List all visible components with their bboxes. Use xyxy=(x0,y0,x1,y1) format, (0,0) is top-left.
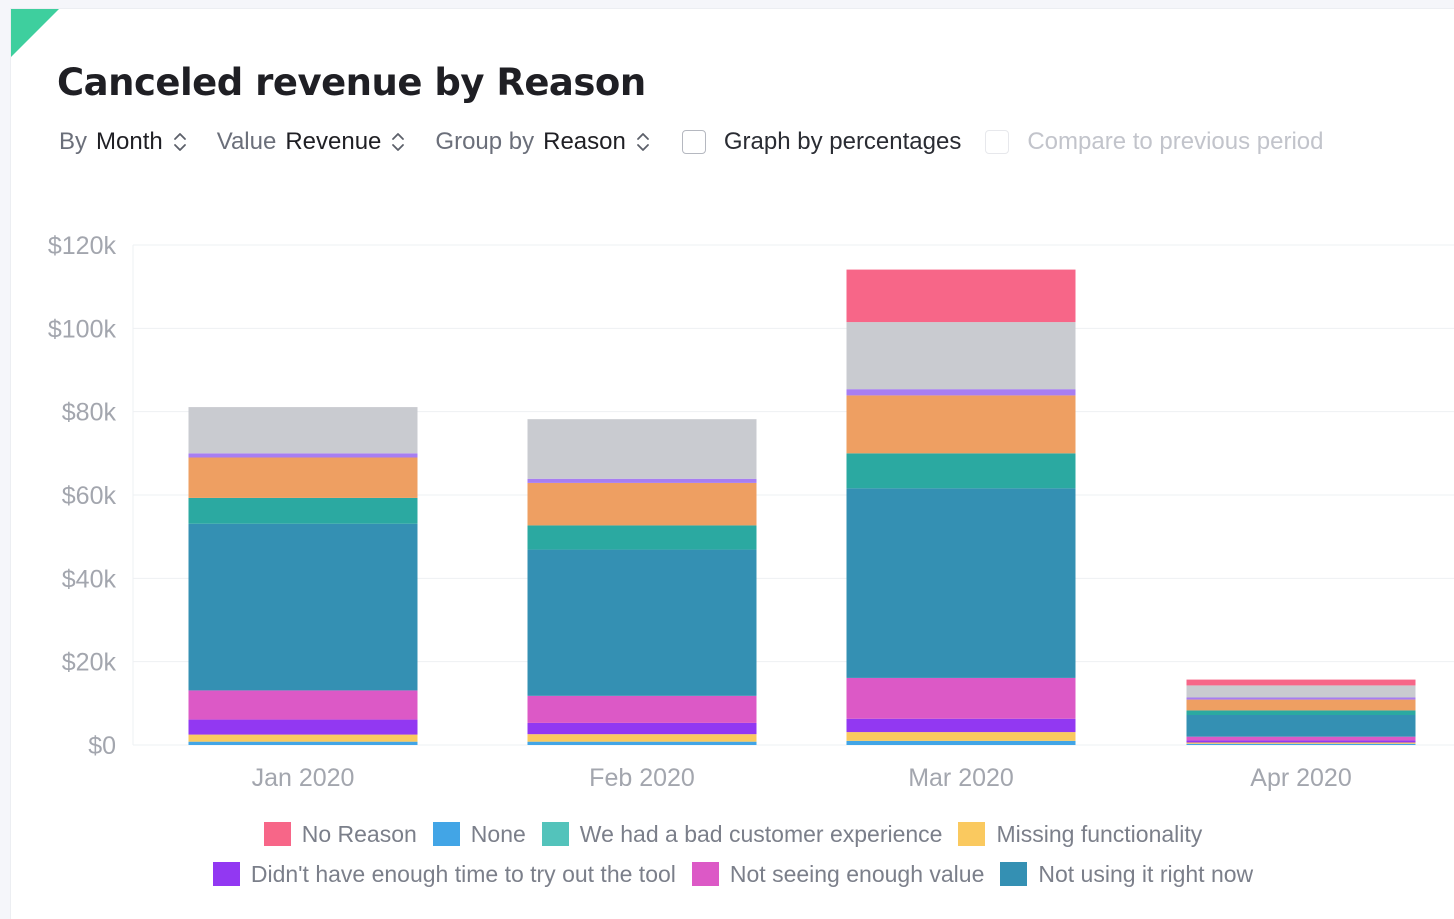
bar-segment[interactable] xyxy=(527,482,757,526)
bar-segment[interactable] xyxy=(188,690,418,720)
legend-label: Didn't have enough time to try out the t… xyxy=(250,860,676,887)
legend-item[interactable]: Not seeing enough value xyxy=(691,860,985,888)
controls-bar: By Month Value Revenue Group by Reason G… xyxy=(59,126,1346,158)
y-tick-label: $20k xyxy=(62,649,117,677)
bar-segment[interactable] xyxy=(188,407,418,454)
legend-swatch xyxy=(212,862,240,886)
checkbox-box[interactable] xyxy=(681,130,706,154)
legend-label: Not seeing enough value xyxy=(729,860,985,887)
value-select[interactable]: Value Revenue xyxy=(217,128,406,156)
y-tick-label: $120k xyxy=(48,232,117,260)
compare-previous-period-checkbox: Compare to previous period xyxy=(985,128,1324,156)
value-value: Revenue xyxy=(285,128,382,155)
by-period-value: Month xyxy=(96,128,163,155)
x-tick-label: Apr 2020 xyxy=(1250,764,1351,792)
legend-row: Didn't have enough time to try out the t… xyxy=(11,859,1454,889)
x-tick-label: Feb 2020 xyxy=(589,764,695,792)
legend-item[interactable]: No Reason xyxy=(263,820,417,848)
bar-segment[interactable] xyxy=(1186,699,1416,711)
x-tick-label: Mar 2020 xyxy=(908,764,1014,792)
stacked-bar-chart: $0 $20k $40k $60k $80k $100k $120k Jan 2020 Feb … xyxy=(48,232,1454,792)
graph-by-percentages-checkbox[interactable]: Graph by percentages xyxy=(681,128,962,156)
bar-segment[interactable] xyxy=(846,269,1076,323)
bar-segment[interactable] xyxy=(527,741,757,745)
y-tick-label: $100k xyxy=(48,315,117,343)
bar-segment[interactable] xyxy=(1186,736,1416,741)
legend-swatch xyxy=(263,822,291,846)
group-by-value: Reason xyxy=(543,128,626,155)
bar-segment[interactable] xyxy=(527,549,757,696)
bar-segment[interactable] xyxy=(1186,697,1416,700)
legend-swatch xyxy=(958,822,986,846)
bar-segment[interactable] xyxy=(188,741,418,745)
bar-segment[interactable] xyxy=(188,523,418,691)
value-label: Value xyxy=(216,128,277,155)
bar-segment[interactable] xyxy=(1186,743,1416,745)
legend-label: None xyxy=(470,820,526,847)
chart-legend: No Reason None We had a bad customer exper… xyxy=(11,819,1454,899)
legend-item[interactable]: We had a bad customer experience xyxy=(541,820,943,848)
legend-label: Missing functionality xyxy=(996,820,1203,847)
legend-item[interactable]: Not using it right now xyxy=(1000,861,1253,888)
bar-segment[interactable] xyxy=(846,453,1076,489)
bar-segment[interactable] xyxy=(1186,679,1416,686)
bar-segment[interactable] xyxy=(846,740,1076,745)
bar-segment[interactable] xyxy=(188,719,418,735)
legend-item[interactable]: Missing functionality xyxy=(958,821,1202,848)
bar-segment[interactable] xyxy=(1186,742,1416,744)
legend-swatch xyxy=(541,822,569,846)
bar-segment[interactable] xyxy=(846,732,1076,741)
y-tick-label: $60k xyxy=(62,482,117,510)
bar-segment[interactable] xyxy=(846,488,1076,678)
bar-segment[interactable] xyxy=(1186,710,1416,715)
by-period-select[interactable]: By Month xyxy=(59,128,187,156)
chart-card: Canceled revenue by Reason By Month Valu… xyxy=(10,8,1454,919)
y-tick-label: $40k xyxy=(62,565,117,593)
by-period-label: By xyxy=(59,128,88,155)
bar-segment[interactable] xyxy=(527,419,757,479)
bar-segment[interactable] xyxy=(527,722,757,735)
checkbox-box xyxy=(985,130,1010,154)
bar-segment[interactable] xyxy=(846,718,1076,733)
bar-segment[interactable] xyxy=(527,525,757,550)
y-tick-label: $0 xyxy=(88,732,116,760)
accent-corner xyxy=(11,9,59,57)
bar-segment[interactable] xyxy=(188,453,418,458)
group-by-select[interactable]: Group by Reason xyxy=(435,128,649,156)
bar-segment[interactable] xyxy=(527,478,757,483)
y-tick-label: $80k xyxy=(62,399,117,427)
bar-segment[interactable] xyxy=(527,734,757,742)
bar-segment[interactable] xyxy=(188,734,418,742)
bar-segment[interactable] xyxy=(527,695,757,723)
x-tick-label: Jan 2020 xyxy=(252,764,355,792)
legend-row: No Reason None We had a bad customer exper… xyxy=(11,819,1454,849)
legend-label: Not using it right now xyxy=(1038,860,1254,887)
bar-segment[interactable] xyxy=(188,457,418,498)
bar-segment[interactable] xyxy=(846,677,1076,719)
graph-by-percentages-label: Graph by percentages xyxy=(723,128,962,155)
bar-segment[interactable] xyxy=(846,395,1076,454)
bar-segment[interactable] xyxy=(1186,715,1416,737)
legend-swatch xyxy=(691,862,719,886)
bar-segment[interactable] xyxy=(188,497,418,524)
bar-segment[interactable] xyxy=(1186,740,1416,743)
compare-previous-period-label: Compare to previous period xyxy=(1027,128,1324,155)
chart-title: Canceled revenue by Reason xyxy=(57,61,646,104)
bar-segment[interactable] xyxy=(1186,685,1416,698)
bar-segment[interactable] xyxy=(846,389,1076,396)
legend-label: No Reason xyxy=(301,820,417,847)
group-by-label: Group by xyxy=(435,128,535,155)
bar-segment[interactable] xyxy=(846,322,1076,390)
legend-swatch xyxy=(432,822,460,846)
legend-item[interactable]: None xyxy=(432,820,526,848)
legend-label: We had a bad customer experience xyxy=(579,820,943,847)
updown-chevron-icon xyxy=(173,131,187,153)
legend-swatch xyxy=(1000,862,1028,886)
legend-item[interactable]: Didn't have enough time to try out the t… xyxy=(212,860,676,888)
updown-chevron-icon xyxy=(391,131,405,153)
updown-chevron-icon xyxy=(636,131,650,153)
